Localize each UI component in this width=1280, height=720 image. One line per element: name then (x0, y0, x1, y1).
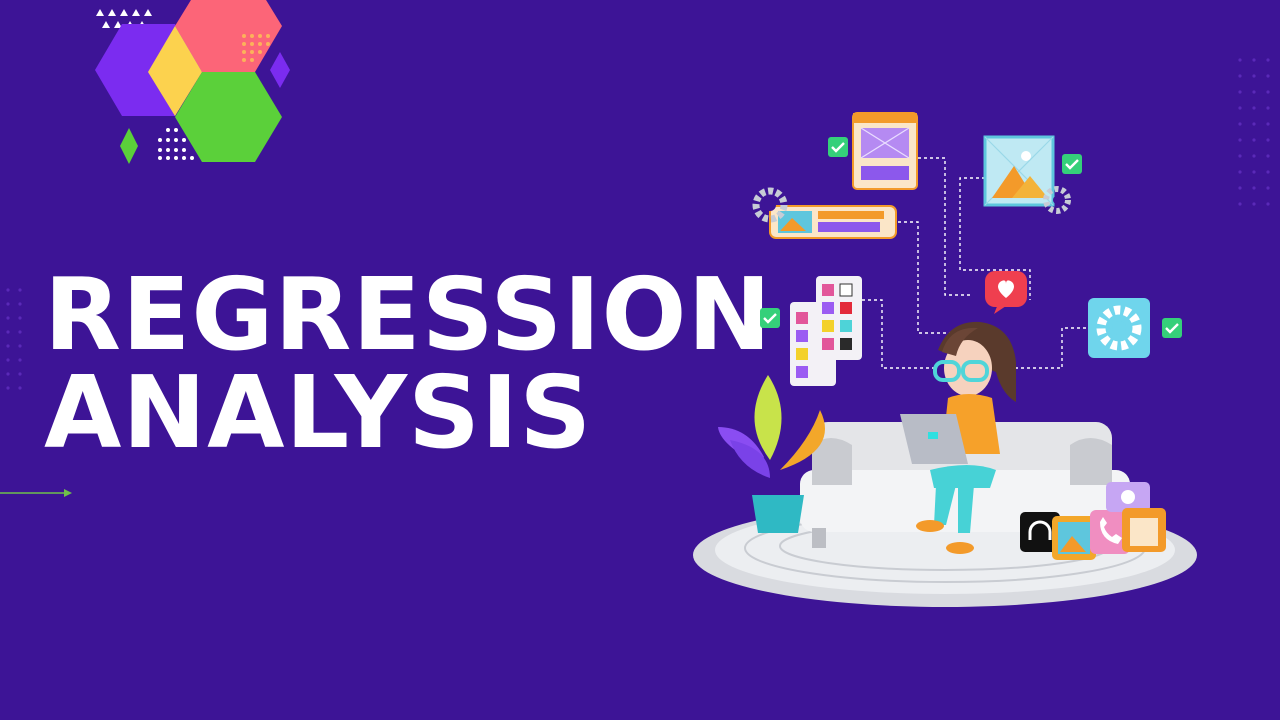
photo-tile-icon (1052, 516, 1096, 560)
hexagon-cluster (95, 0, 290, 164)
green-hexagon (175, 72, 282, 162)
orange-dot-grid (242, 34, 270, 62)
book-icon (1122, 508, 1166, 552)
user-card-icon (1106, 482, 1150, 512)
image-card-icon (852, 112, 918, 190)
gear-icon (752, 186, 1071, 223)
picture-frame-icon (983, 135, 1055, 207)
purple-small-diamond (270, 52, 290, 88)
phone-icon (1090, 510, 1130, 554)
title-line-1: REGRESSION (44, 256, 773, 373)
plant-icon (718, 375, 825, 533)
arrow-line-icon (0, 489, 72, 497)
settings-tile-icon (1088, 298, 1150, 358)
dashed-connectors (862, 157, 1086, 369)
media-card-icon (769, 205, 897, 239)
heart-bubble-icon (985, 271, 1027, 314)
check-icon (760, 137, 1182, 338)
white-dot-grid (158, 128, 194, 160)
green-small-diamond (120, 128, 138, 164)
person-figure (900, 321, 1016, 554)
pink-hexagon (175, 0, 282, 72)
color-palette-icon (790, 276, 862, 386)
yellow-diamond (148, 26, 202, 116)
headphones-icon (1020, 512, 1060, 552)
title-line-2: ANALYSIS (44, 354, 593, 471)
